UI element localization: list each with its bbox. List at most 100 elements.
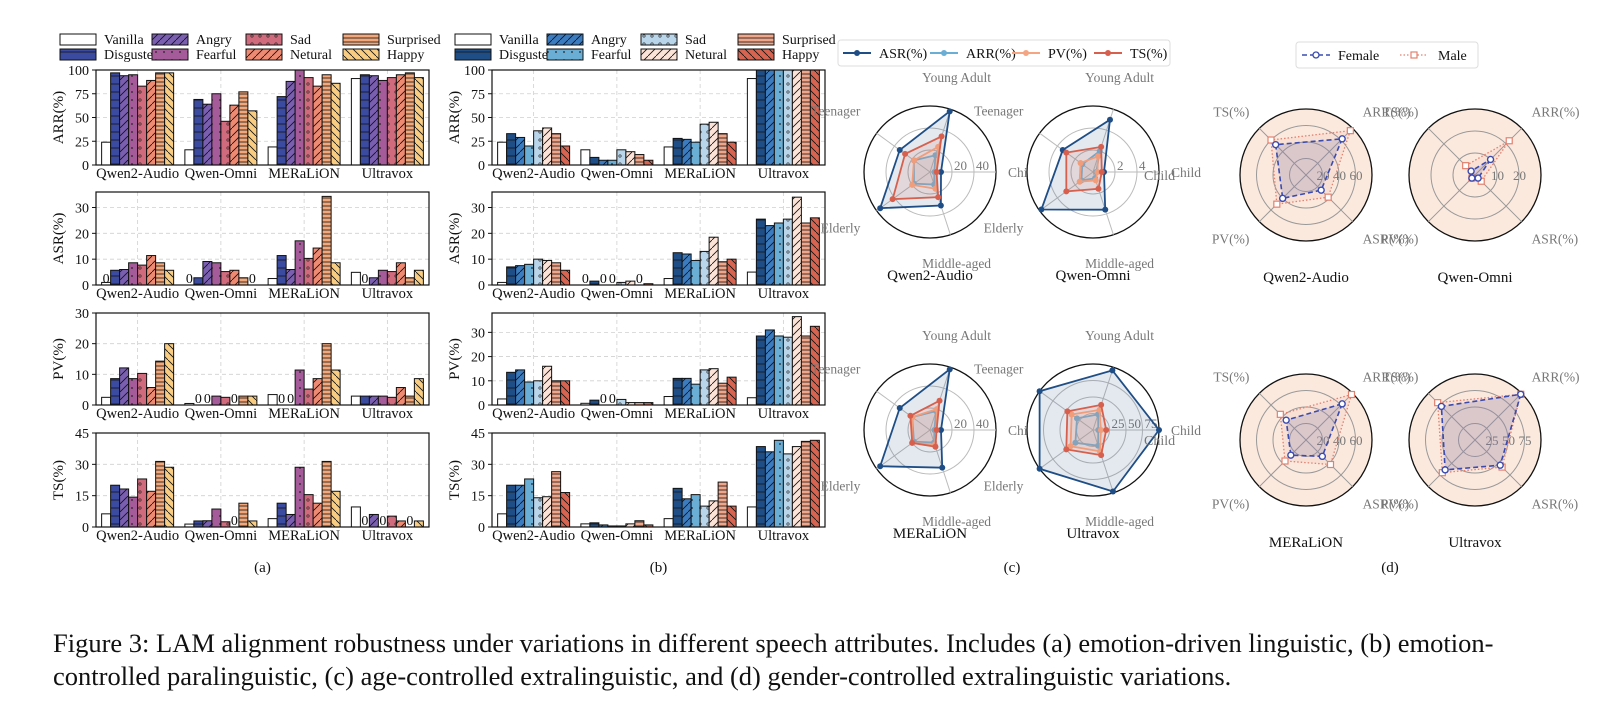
axis-label-young-adult: Young Adult [922,328,991,343]
radar-polygon [1065,145,1103,193]
data-point [1098,143,1105,150]
legend-swatch [59,48,97,61]
y-tick-label: 20 [471,227,485,242]
bar-fearful [773,69,784,166]
zero-label: 0 [582,272,589,287]
model-title: Ultravox [1448,535,1502,551]
legend-label: Netural [290,48,332,63]
bar-group-qwen2-audio [101,72,175,166]
bar-disgusted [276,255,287,286]
zero-label: 0 [231,514,238,529]
data-point [932,443,939,450]
radar-polygon [1270,129,1352,205]
data-point [933,427,940,433]
x-tick-label: Ultravox [758,286,810,302]
bar-vanilla [350,506,361,528]
data-point [1036,465,1043,472]
bar-group-ultravox [746,196,820,286]
bar-netural [708,500,719,528]
legend-swatch [737,33,775,46]
axis-label-elderly: Elderly [821,221,861,236]
bar-group-qwen-omni [580,149,654,166]
bar-vanilla [267,278,278,286]
data-point [1324,193,1332,201]
axis-label-middle-aged: Middle-aged [922,256,991,271]
axes-frame [491,191,826,286]
bar-happy [247,110,258,166]
ring-label: 50 [1502,433,1515,448]
panel-label: (d) [1381,560,1399,576]
y-tick-label: 100 [464,64,485,79]
data-point [896,405,903,412]
legend-item-pv: PV(%) [1012,47,1087,62]
bar-surprised [404,395,415,406]
radar-qwen2-audio: ARR(%)ASR(%)PV(%)TS(%)20 40 60ChildQwen2-A… [1144,104,1411,286]
data-point [935,194,942,201]
radar-ring [1452,152,1498,198]
radar-ring [1430,130,1520,220]
bar-happy [413,378,424,406]
radar-spoke [1474,392,1523,441]
y-tick-label: 25 [471,135,485,150]
bar-sad [699,369,710,406]
data-point [1073,415,1080,422]
data-point [1036,388,1043,395]
y-tick-label: 0 [82,399,89,414]
series-ts [889,133,945,203]
bar-happy [247,395,258,406]
y-tick-label: 75 [471,88,485,103]
x-tick-label: Qwen-Omni [581,528,654,544]
data-point [910,157,917,164]
radar-ultravox: Young Adult Child Middle-aged Elderly Teenag… [974,328,1201,542]
zero-label: 0 [186,272,193,287]
bar-vanilla [663,396,674,406]
bar-group-qwen-omni: 0 [184,502,258,529]
data-point [936,397,943,404]
bar-vanilla [101,396,112,406]
data-point [1102,206,1109,213]
y-tick-label: 75 [75,88,89,103]
bar-sad [303,77,314,166]
bar-vanilla [580,149,591,166]
y-tick-label: 30 [75,307,89,322]
bar-vanilla [497,398,508,406]
legend-swatch [640,33,678,46]
x-tick-label: Ultravox [362,166,414,182]
legend-marker [1410,51,1418,59]
legend-label: PV(%) [1048,47,1087,62]
radar-ring [1256,125,1356,225]
bar-group-qwen2-audio: 0 [101,255,175,287]
panel-c-age-radar: ASR(%) ARR(%) PV(%) TS(%) Young Adult Child Mi… [811,39,1201,576]
series-pv [1067,406,1104,455]
bar-surprised [238,502,249,528]
legend-item-female: Female [1302,49,1379,64]
data-point [1063,149,1070,156]
x-tick-label: Qwen-Omni [185,166,258,182]
legend-label: Netural [685,48,727,63]
ring-label: 40 [1333,433,1346,448]
series-female [1467,155,1495,182]
y-axis-label: ASR(%) [51,213,67,265]
y-axis-label: PV(%) [51,338,67,380]
bar-vanilla [746,397,757,406]
radar-spoke [876,171,931,212]
bar-sad [699,250,710,286]
ring-label: 2 [1117,158,1124,173]
data-point [1106,116,1113,123]
bar-sad [533,130,544,166]
bar-vanilla [101,513,112,528]
bar-disgusted [506,484,517,528]
axis-label-child: Child [1171,165,1201,180]
bar-sad [220,271,231,286]
data-point [1098,401,1105,408]
bar-vanilla [497,513,508,528]
model-title: Qwen2-Audio [887,268,973,284]
bar-fearful [294,369,305,406]
axis-label-pv: PV(%) [1381,497,1419,512]
data-point [1273,200,1281,208]
bar-fearful [524,263,535,286]
data-point [1474,174,1482,182]
legend-label: Sad [290,33,311,48]
bar-group-meralion [663,121,737,166]
bar-happy [330,490,341,528]
